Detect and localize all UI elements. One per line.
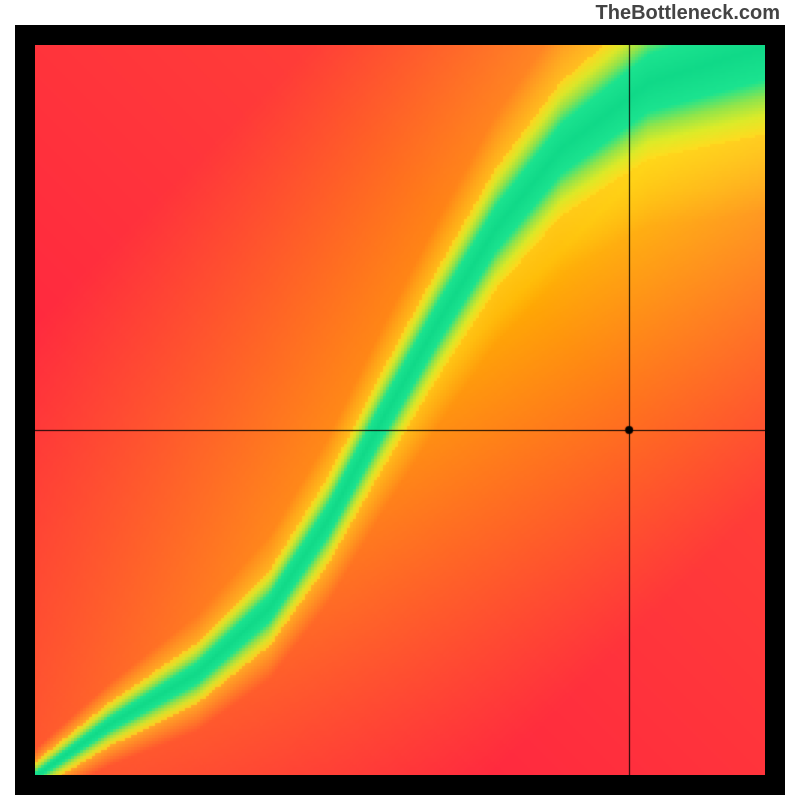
heatmap-canvas	[35, 45, 765, 775]
watermark-text: TheBottleneck.com	[596, 2, 780, 25]
heatmap-plot	[35, 45, 765, 775]
page-root: { "watermark": { "text": "TheBottleneck.…	[0, 0, 800, 800]
